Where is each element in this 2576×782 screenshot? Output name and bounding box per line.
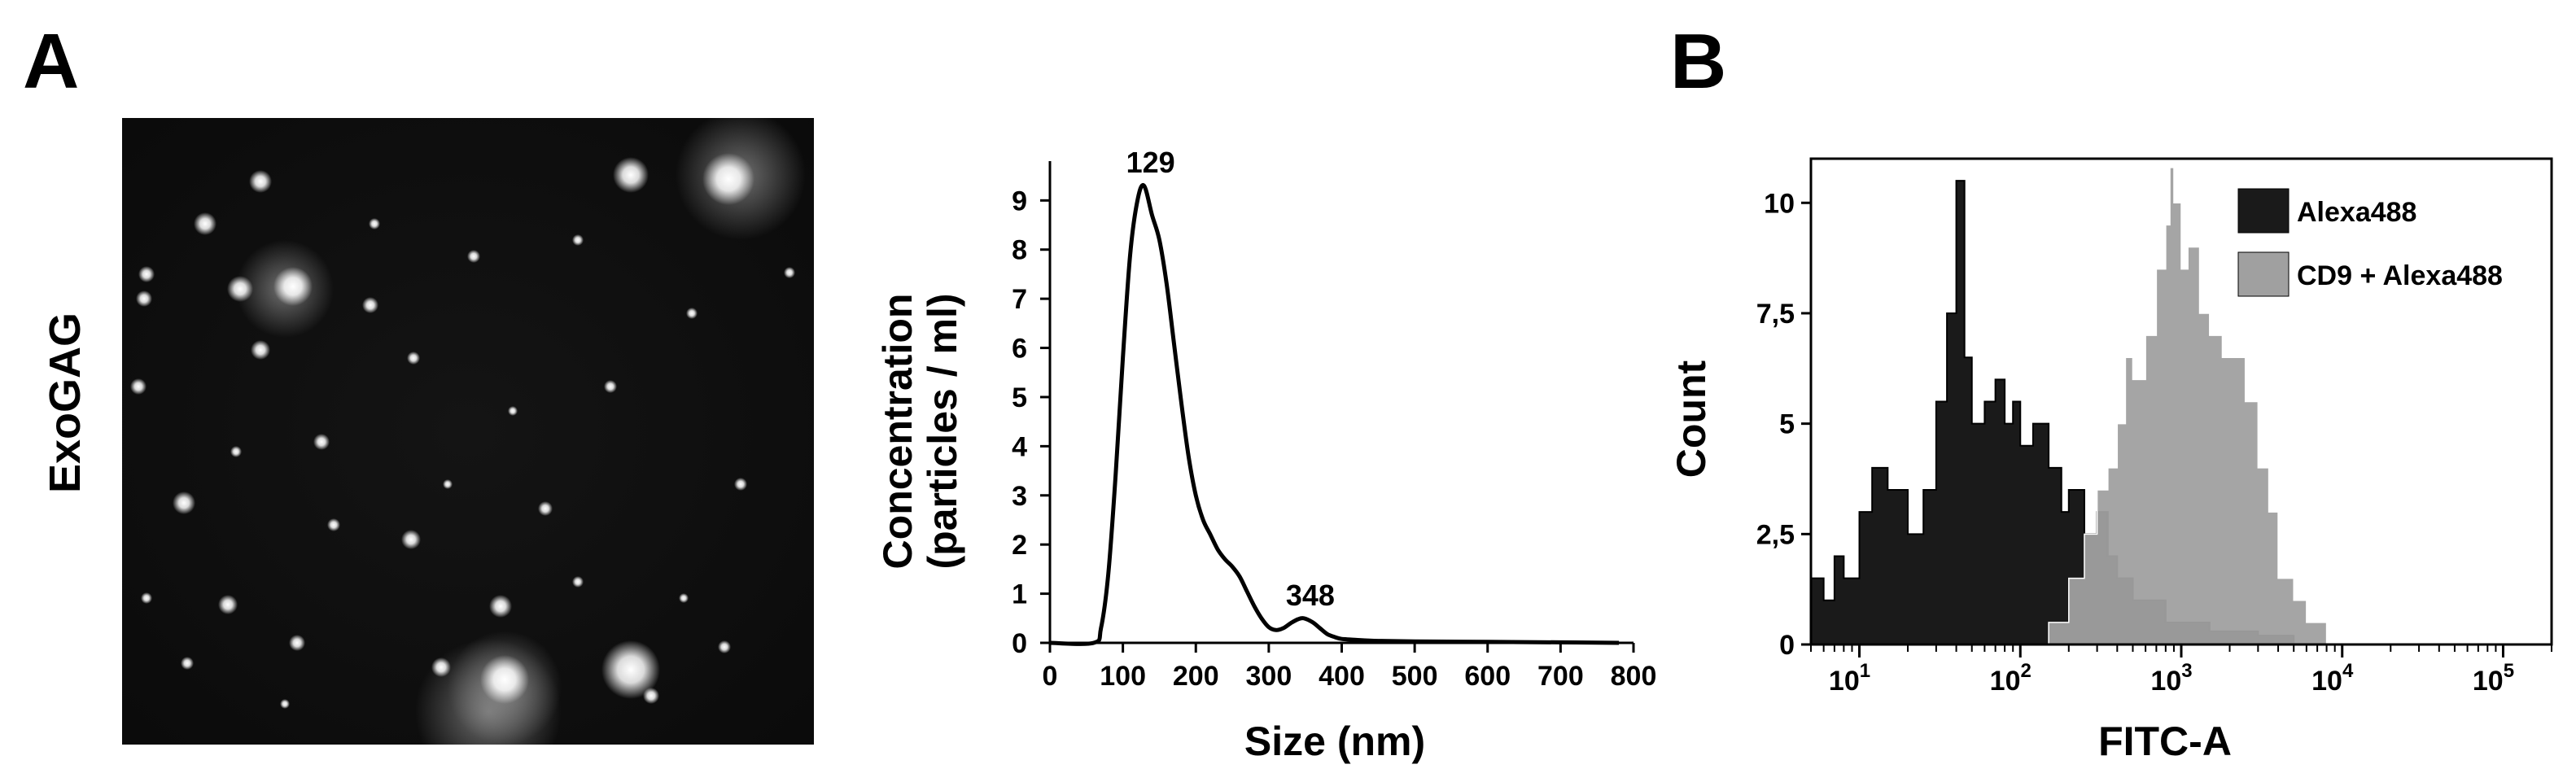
x-tick-label: 300 — [1246, 661, 1292, 692]
nanoparticle-micrograph — [122, 118, 814, 745]
x-tick-label: 104 — [2311, 660, 2354, 697]
peak-annotation: 348 — [1286, 579, 1335, 612]
x-axis-title: Size (nm) — [1244, 719, 1425, 764]
particle-spot — [289, 635, 305, 651]
y-axis-title-line2: (particles / ml) — [920, 294, 965, 570]
particle-spot — [679, 593, 689, 603]
particle-spot — [173, 491, 195, 514]
x-axis-title: FITC-A — [2098, 719, 2232, 764]
particle-spot — [273, 267, 313, 306]
x-tick-label: 0 — [1043, 661, 1058, 692]
particle-spot — [407, 352, 420, 365]
histogram-series-cd9-alexa488 — [2048, 167, 2332, 645]
particle-spot — [572, 234, 584, 246]
x-tick-label: 102 — [1990, 660, 2031, 697]
x-tick-label: 700 — [1537, 661, 1584, 692]
size-distribution-line — [1049, 183, 1620, 646]
particle-spot — [480, 655, 529, 704]
y-tick-label: 2,5 — [1756, 519, 1795, 550]
particle-spot — [643, 688, 659, 704]
particle-spot — [702, 153, 754, 205]
panel-b-letter: B — [1670, 18, 1727, 105]
particle-spot — [718, 640, 731, 653]
y-tick-label: 5 — [1779, 409, 1795, 440]
particle-spot — [230, 446, 242, 457]
y-tick-label: 9 — [1012, 186, 1027, 216]
particle-spot — [467, 250, 480, 263]
legend-swatch — [2237, 188, 2290, 234]
y-tick-label: 7,5 — [1756, 299, 1795, 330]
particle-spot — [686, 308, 698, 319]
particle-spot — [327, 518, 340, 531]
size-distribution-chart: 0 1 2 3 4 5 6 7 8 9 0 100 200 300 400 500 600 700 800 129 3… — [875, 146, 1657, 764]
particle-spot — [401, 530, 421, 549]
particle-spot — [734, 478, 747, 491]
particle-spot — [784, 267, 795, 278]
x-tick-label: 200 — [1173, 661, 1219, 692]
particle-spot — [443, 479, 453, 489]
y-tick-label: 8 — [1012, 235, 1027, 266]
particle-spot — [431, 657, 451, 677]
particle-spot — [538, 501, 553, 516]
x-tick-label: 800 — [1611, 661, 1657, 692]
y-axis-title: Count — [1677, 360, 1714, 478]
legend: Alexa488 CD9 + Alexa488 — [2237, 188, 2503, 297]
particle-spot — [227, 276, 253, 302]
y-tick-label: 7 — [1012, 284, 1027, 315]
y-tick-label: 0 — [1779, 630, 1795, 661]
particle-spot — [508, 406, 518, 416]
particle-spot — [141, 592, 152, 604]
peak-annotation: 129 — [1126, 146, 1175, 179]
legend-label: Alexa488 — [2297, 197, 2416, 228]
y-tick-label: 5 — [1012, 382, 1027, 413]
particle-spot — [136, 291, 152, 307]
x-tick-label: 500 — [1392, 661, 1438, 692]
x-tick-label: 105 — [2473, 660, 2514, 697]
particle-spot — [194, 212, 216, 235]
y-tick-label: 2 — [1012, 530, 1027, 561]
legend-label: CD9 + Alexa488 — [2297, 260, 2503, 291]
particle-spots — [130, 118, 806, 745]
particle-spot — [218, 595, 238, 614]
x-tick-label: 100 — [1100, 661, 1146, 692]
x-tick-label: 600 — [1464, 661, 1511, 692]
y-tick-label: 6 — [1012, 334, 1027, 365]
y-tick-label: 1 — [1012, 579, 1027, 610]
flow-cytometry-histogram: 0 2,5 5 7,5 10 101 102 103 104 105 Alexa488 CD9 + … — [1677, 157, 2553, 764]
y-tick-label: 4 — [1012, 431, 1027, 462]
particle-spot — [613, 157, 649, 193]
sample-label: ExoGAG — [41, 312, 90, 493]
particle-spot — [489, 595, 512, 618]
panel-a-letter: A — [23, 18, 80, 105]
y-tick-label: 10 — [1764, 188, 1795, 219]
particle-spot — [280, 699, 290, 709]
y-tick-label: 3 — [1012, 481, 1027, 512]
particle-spot — [138, 266, 155, 282]
particle-spot — [313, 434, 330, 450]
particle-spot — [572, 576, 584, 588]
particle-spot — [130, 378, 147, 395]
x-tick-label: 101 — [1829, 660, 1870, 697]
y-tick-label: 0 — [1012, 628, 1027, 659]
particle-spot — [249, 170, 272, 193]
x-tick-label: 400 — [1319, 661, 1365, 692]
x-tick-label: 103 — [2150, 660, 2192, 697]
particle-spot — [362, 297, 378, 313]
particle-spot — [181, 657, 194, 670]
y-axis-title-line1: Concentration — [875, 294, 921, 570]
particle-spot — [604, 380, 617, 393]
particle-spot — [369, 218, 380, 229]
legend-swatch — [2237, 251, 2290, 297]
particle-spot — [601, 640, 660, 699]
particle-spot — [251, 340, 270, 360]
